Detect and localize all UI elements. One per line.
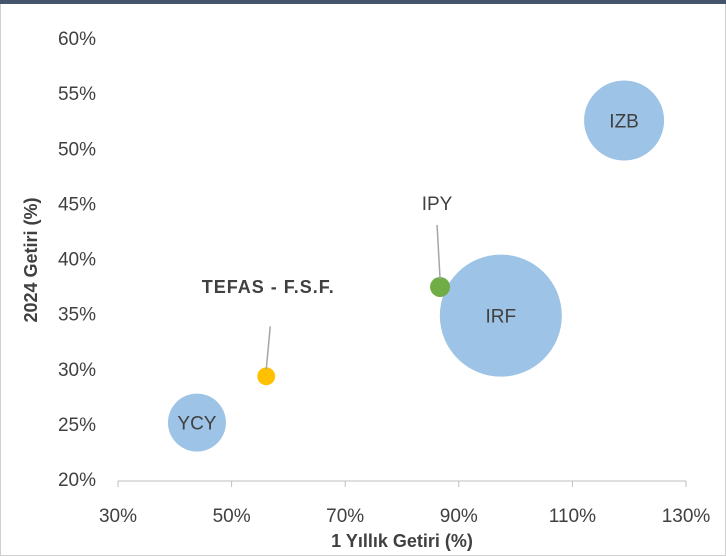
y-tick-label: 25% [58, 415, 96, 436]
bubble-label: IRF [486, 307, 517, 328]
y-tick-label: 20% [58, 470, 96, 491]
bubble-label: IZB [609, 111, 639, 132]
y-tick-label: 30% [58, 360, 96, 381]
leader-line [436, 224, 441, 280]
y-tick-label: 60% [58, 29, 96, 50]
leader-line [265, 326, 271, 370]
x-tick-label: 130% [662, 506, 711, 527]
bubble-label: IPY [422, 194, 453, 215]
y-tick-label: 50% [58, 139, 96, 160]
y-tick-label: 55% [58, 84, 96, 105]
x-tick-label: 90% [440, 506, 478, 527]
top-bar [0, 0, 726, 4]
bubble [584, 80, 665, 161]
bubble [439, 254, 562, 377]
x-axis-title: 1 Yıllık Getiri (%) [331, 531, 473, 551]
x-tick-label: 70% [326, 506, 364, 527]
x-tick-label: 110% [549, 506, 596, 527]
bubble [167, 393, 226, 452]
bubble-label: YCY [177, 414, 216, 435]
y-axis-title: 2024 Getiri (%) [21, 197, 41, 322]
x-tick-label: 30% [99, 506, 137, 527]
y-tick-label: 45% [58, 194, 96, 215]
bubble-label: TEFAS - F.S.F. [202, 277, 335, 297]
x-tick-label: 50% [213, 506, 251, 527]
bubble [430, 276, 451, 297]
y-tick-label: 40% [58, 250, 96, 271]
bubble [257, 367, 276, 386]
y-tick-label: 35% [58, 305, 96, 326]
